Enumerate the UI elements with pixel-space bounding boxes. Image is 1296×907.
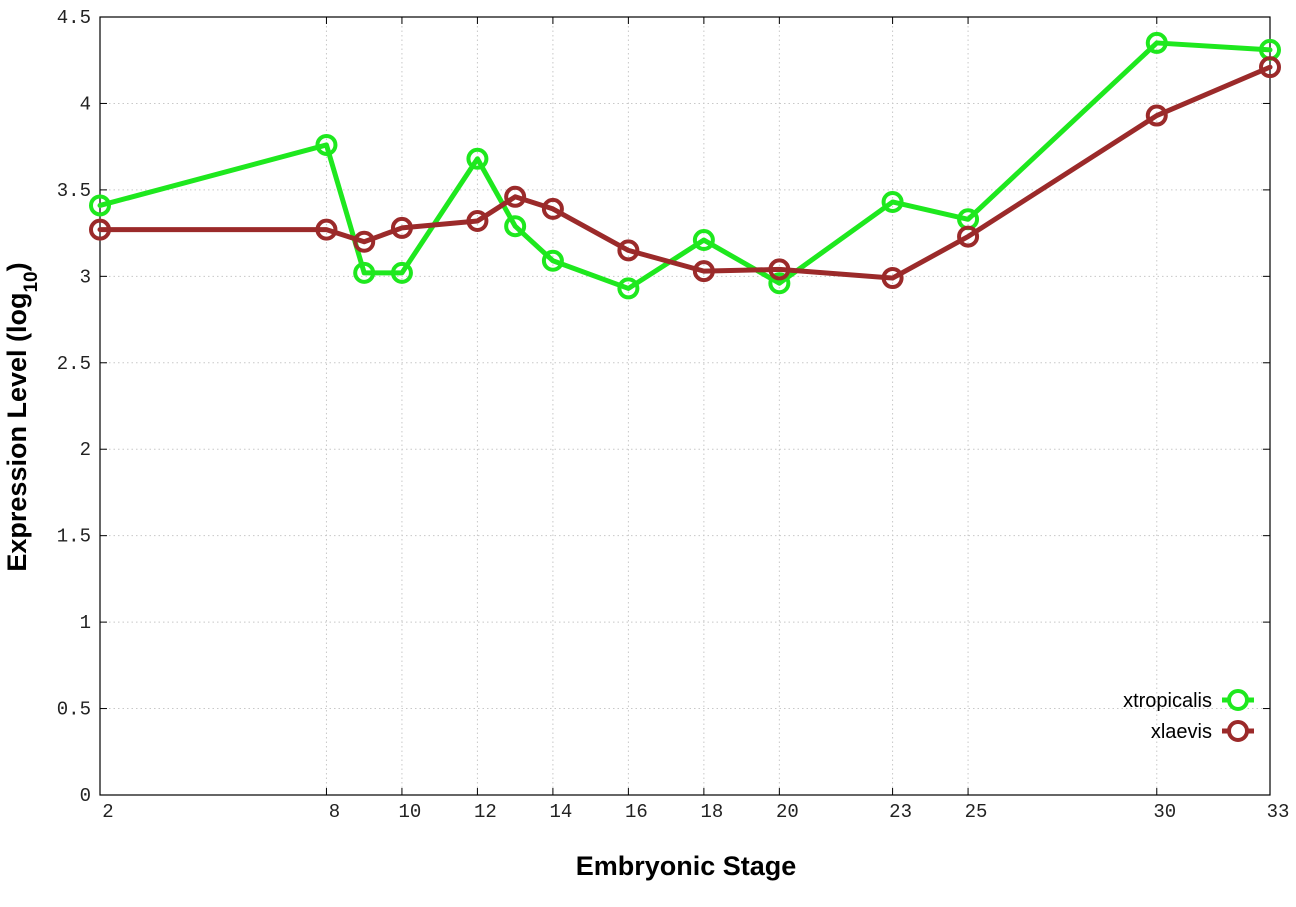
point-xlaevis-7 — [617, 239, 640, 262]
x-tick-label-10: 30 — [1153, 801, 1176, 823]
ticks-layer: 0 0.5 1 1.5 2 2.5 3 3.5 4 4.5 2 8 10 12 14 16 18 20 23 25 30… — [57, 7, 1290, 823]
legend-marker-xlaevis — [1227, 720, 1249, 742]
x-tick-label-11: 33 — [1267, 801, 1290, 823]
y-tick-label-4: 2 — [80, 439, 91, 461]
point-xlaevis-9 — [768, 258, 791, 281]
series-xtropicalis — [89, 31, 1281, 300]
point-xlaevis-1 — [315, 218, 338, 241]
x-tick-label-7: 20 — [776, 801, 799, 823]
y-tick-label-7: 3.5 — [57, 180, 91, 202]
point-xlaevis-2 — [353, 230, 376, 253]
point-xlaevis-0 — [89, 218, 111, 241]
grid-layer — [100, 17, 1270, 795]
point-xlaevis-13 — [1259, 56, 1281, 79]
point-xtropicalis-8 — [692, 229, 715, 252]
legend-label-xlaevis: xlaevis — [1151, 721, 1212, 743]
y-tick-label-9: 4.5 — [57, 7, 91, 29]
x-tick-label-3: 12 — [474, 801, 497, 823]
point-xtropicalis-0 — [89, 194, 111, 217]
y-axis-title-close: ) — [2, 262, 32, 271]
series-xlaevis — [89, 56, 1281, 290]
point-xlaevis-12 — [1145, 104, 1168, 127]
y-tick-label-3: 1.5 — [57, 526, 91, 548]
x-tick-label-8: 23 — [889, 801, 912, 823]
legend-entry-xlaevis: xlaevis — [1151, 720, 1254, 743]
point-xtropicalis-1 — [315, 133, 338, 156]
x-tick-label-2: 10 — [399, 801, 422, 823]
point-xlaevis-5 — [504, 185, 527, 208]
series-line-xtropicalis — [97, 40, 1273, 291]
x-tick-label-1: 8 — [329, 801, 340, 823]
series-layer — [89, 31, 1281, 300]
point-xlaevis-11 — [957, 225, 980, 248]
y-tick-label-5: 2.5 — [57, 353, 91, 375]
y-axis-title: Expression Level (log10) — [2, 262, 42, 571]
y-tick-label-8: 4 — [80, 93, 91, 115]
series-line-xlaevis — [97, 64, 1273, 281]
x-axis-title: Embryonic Stage — [576, 851, 797, 881]
point-xtropicalis-3 — [390, 261, 413, 284]
point-xtropicalis-12 — [1145, 31, 1168, 54]
point-xtropicalis-10 — [881, 190, 904, 213]
point-xtropicalis-2 — [353, 261, 376, 284]
point-xlaevis-4 — [466, 210, 489, 233]
legend-entry-xtropicalis: xtropicalis — [1123, 689, 1254, 712]
legend-marker-xtropicalis — [1227, 689, 1249, 711]
legend-label-xtropicalis: xtropicalis — [1123, 690, 1212, 712]
x-tick-label-0: 2 — [102, 801, 113, 823]
y-axis-title-main: Expression Level (log — [2, 293, 32, 572]
y-tick-label-6: 3 — [80, 266, 91, 288]
y-tick-label-0: 0 — [80, 785, 91, 807]
point-xtropicalis-9 — [768, 272, 791, 295]
x-tick-label-5: 16 — [625, 801, 648, 823]
point-xtropicalis-4 — [466, 147, 489, 170]
legend: xtropicalis xlaevis — [1123, 689, 1254, 743]
y-axis-title-subscript: 10 — [21, 271, 42, 292]
y-tick-label-1: 0.5 — [57, 699, 91, 721]
x-tick-label-4: 14 — [549, 801, 572, 823]
point-xlaevis-6 — [541, 197, 564, 220]
x-tick-label-9: 25 — [965, 801, 988, 823]
plot-frame — [99, 16, 1271, 796]
point-xlaevis-10 — [881, 267, 904, 290]
point-xlaevis-3 — [390, 216, 413, 239]
y-tick-label-2: 1 — [80, 612, 91, 634]
point-xtropicalis-5 — [504, 215, 527, 238]
point-xtropicalis-6 — [541, 249, 564, 272]
point-xtropicalis-7 — [617, 277, 640, 300]
point-xlaevis-8 — [692, 260, 715, 283]
x-tick-label-6: 18 — [700, 801, 723, 823]
